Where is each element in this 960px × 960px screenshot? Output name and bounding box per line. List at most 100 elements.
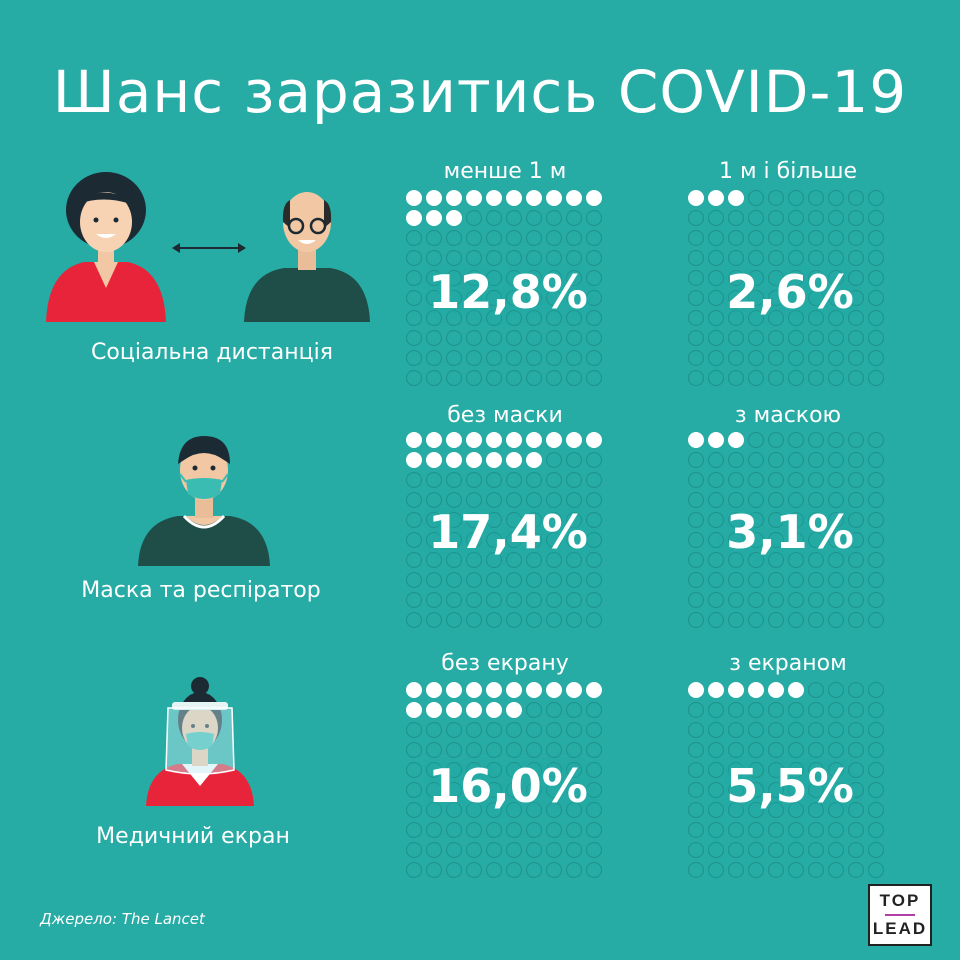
waffle-dot-empty (586, 492, 602, 508)
waffle-dot-empty (486, 512, 502, 528)
waffle-dot-empty (406, 310, 422, 326)
waffle-dot-empty (768, 782, 784, 798)
waffle-dot-empty (788, 472, 804, 488)
waffle-dot-empty (788, 572, 804, 588)
waffle-dot-filled (446, 702, 462, 718)
waffle-dot-empty (688, 782, 704, 798)
waffle-dot-empty (466, 612, 482, 628)
waffle-dot-empty (446, 782, 462, 798)
waffle-grid (406, 432, 606, 632)
waffle-dot-empty (728, 370, 744, 386)
waffle-dot-empty (546, 592, 562, 608)
waffle-dot-empty (426, 270, 442, 286)
waffle-dot-empty (748, 842, 764, 858)
waffle-dot-empty (828, 210, 844, 226)
waffle-dot-empty (526, 762, 542, 778)
waffle-dot-empty (768, 472, 784, 488)
waffle-dot-empty (688, 472, 704, 488)
waffle-dot-empty (808, 612, 824, 628)
waffle-dot-empty (466, 230, 482, 246)
waffle-dot-empty (768, 370, 784, 386)
waffle-dot-empty (486, 822, 502, 838)
waffle-dot-empty (546, 702, 562, 718)
waffle-dot-empty (808, 432, 824, 448)
waffle-dot-empty (446, 370, 462, 386)
waffle-dot-empty (566, 330, 582, 346)
waffle-dot-empty (808, 742, 824, 758)
waffle-dot-empty (728, 210, 744, 226)
waffle-dot-empty (868, 310, 884, 326)
waffle-dot-empty (808, 572, 824, 588)
waffle-dot-empty (426, 782, 442, 798)
percentage-label: 2,6% (726, 265, 854, 319)
waffle-dot-filled (486, 190, 502, 206)
waffle-dot-empty (708, 592, 724, 608)
waffle-dot-empty (486, 350, 502, 366)
waffle-dot-empty (526, 592, 542, 608)
waffle-dot-empty (526, 330, 542, 346)
waffle-dot-empty (748, 512, 764, 528)
waffle-dot-empty (486, 290, 502, 306)
waffle-dot-empty (586, 370, 602, 386)
waffle-dot-empty (526, 552, 542, 568)
waffle-dot-empty (406, 762, 422, 778)
waffle-dot-empty (788, 190, 804, 206)
waffle-dot-empty (848, 290, 864, 306)
waffle-dot-empty (848, 210, 864, 226)
waffle-dot-filled (586, 190, 602, 206)
logo-bottom-text: LEAD (872, 919, 928, 938)
waffle-dot-filled (426, 682, 442, 698)
waffle-dot-empty (426, 290, 442, 306)
waffle-dot-empty (808, 370, 824, 386)
waffle-dot-empty (506, 512, 522, 528)
waffle-dot-empty (708, 612, 724, 628)
waffle-dot-empty (406, 290, 422, 306)
waffle-dot-empty (808, 230, 824, 246)
waffle-dot-empty (466, 350, 482, 366)
waffle-dot-empty (848, 842, 864, 858)
waffle-dot-empty (688, 722, 704, 738)
waffle-dot-empty (486, 862, 502, 878)
waffle-dot-empty (828, 452, 844, 468)
waffle-dot-empty (506, 230, 522, 246)
waffle-dot-filled (506, 452, 522, 468)
waffle-dot-empty (546, 822, 562, 838)
waffle-dot-empty (808, 802, 824, 818)
waffle-dot-empty (708, 552, 724, 568)
waffle-dot-filled (728, 190, 744, 206)
waffle-dot-empty (688, 370, 704, 386)
waffle-dot-empty (486, 532, 502, 548)
waffle-dot-empty (768, 210, 784, 226)
waffle-dot-empty (828, 762, 844, 778)
waffle-dot-empty (446, 310, 462, 326)
waffle-dot-filled (546, 432, 562, 448)
waffle-dot-filled (406, 682, 422, 698)
waffle-dot-empty (868, 492, 884, 508)
waffle-dot-empty (788, 842, 804, 858)
waffle-dot-empty (848, 230, 864, 246)
waffle-dot-empty (788, 492, 804, 508)
waffle-dot-empty (828, 432, 844, 448)
waffle-dot-empty (426, 822, 442, 838)
waffle-dot-empty (486, 842, 502, 858)
waffle-dot-empty (748, 330, 764, 346)
waffle-dot-empty (546, 612, 562, 628)
waffle-dot-empty (708, 310, 724, 326)
waffle-dot-filled (406, 432, 422, 448)
waffle-dot-empty (848, 370, 864, 386)
waffle-dot-empty (788, 552, 804, 568)
waffle-dot-empty (566, 230, 582, 246)
waffle-dot-empty (868, 612, 884, 628)
waffle-dot-empty (808, 270, 824, 286)
waffle-dot-empty (506, 330, 522, 346)
waffle-dot-empty (708, 822, 724, 838)
waffle-dot-empty (708, 512, 724, 528)
waffle-dot-empty (828, 782, 844, 798)
waffle-dot-empty (708, 370, 724, 386)
waffle-dot-empty (406, 330, 422, 346)
waffle-dot-empty (768, 350, 784, 366)
waffle-dot-empty (868, 190, 884, 206)
waffle-dot-empty (788, 350, 804, 366)
waffle-dot-empty (426, 742, 442, 758)
waffle-dot-empty (486, 472, 502, 488)
